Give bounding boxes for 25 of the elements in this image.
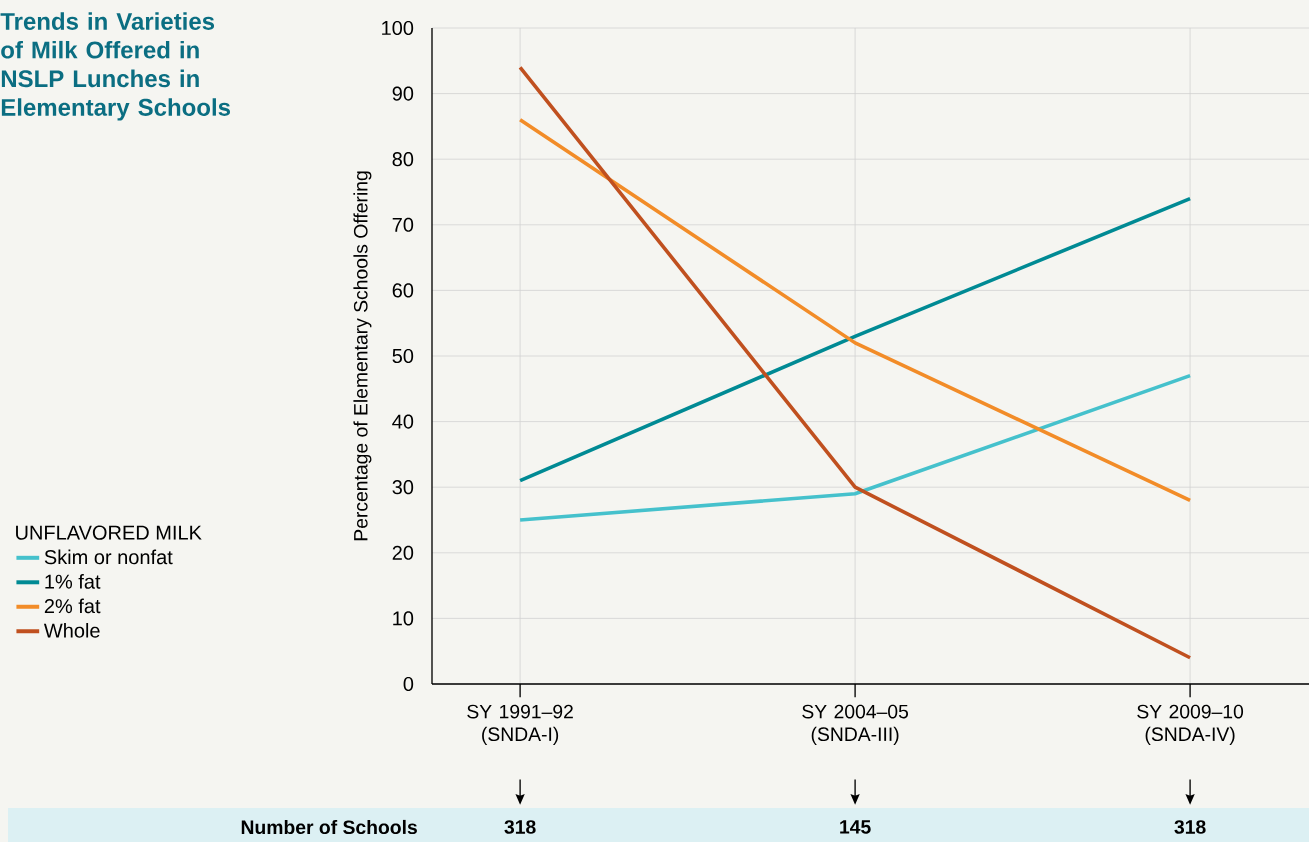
x-tick-label: SY 1991–92 (SNDA-I)	[467, 704, 573, 745]
y-tick-label: 20	[392, 545, 414, 560]
y-tick-label: 50	[392, 348, 414, 364]
x-tick-label: SY 2004–05 (SNDA-III)	[802, 704, 909, 745]
text: Trends in Varieties of Milk Offered in NSLP Lunches in Elementary Schools	[0, 12, 231, 121]
y-tick-label: 70	[392, 217, 414, 232]
y-tick-label: 0	[403, 676, 414, 692]
legend-title: UNFLAVORED MILK	[16, 525, 202, 540]
legend-label: Whole	[43, 623, 100, 638]
text: 145	[840, 820, 871, 834]
y-axis-title: Percentage of Elementary Schools Offering	[353, 171, 372, 541]
x-tick-label: SY 2009–10 (SNDA-IV)	[1137, 704, 1244, 745]
y-tick-label: 30	[392, 480, 414, 495]
y-tick-label: 10	[393, 611, 414, 626]
y-tick-label: 80	[392, 152, 414, 167]
legend-label: 2% fat	[44, 598, 101, 614]
legend-label: 1% fat	[45, 574, 101, 589]
y-tick-label: 60	[392, 283, 414, 298]
text: Number of Schools	[241, 819, 417, 835]
text: 318	[504, 820, 536, 834]
y-tick-label: 40	[392, 414, 414, 429]
y-tick-label: 90	[392, 86, 414, 101]
legend-label: Skim or nonfat	[44, 549, 173, 565]
text: 318	[1174, 820, 1206, 834]
y-tick-label: 100	[382, 20, 414, 36]
